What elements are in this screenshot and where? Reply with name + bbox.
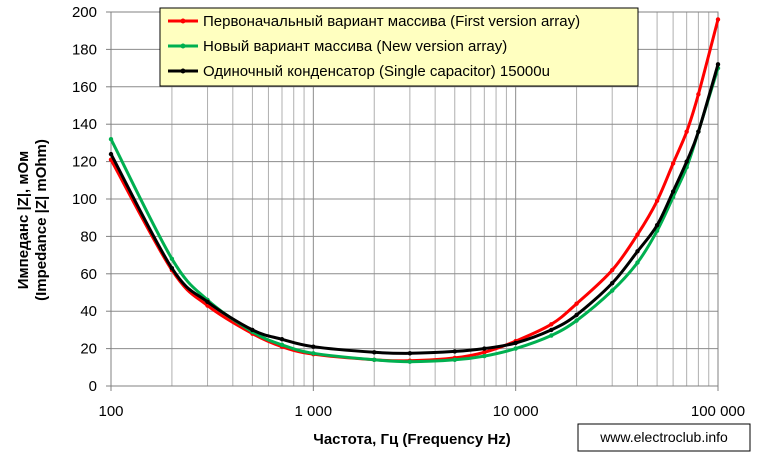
data-point: [715, 62, 721, 67]
series-layer: [108, 17, 721, 364]
y-tick-label: 140: [72, 116, 97, 133]
legend-item-2: Одиночный конденсатор (Single capacitor)…: [168, 63, 550, 80]
x-tick-label: 100 000: [691, 403, 745, 420]
data-point: [205, 299, 210, 305]
series-line: [109, 18, 720, 363]
legend-marker: [180, 43, 186, 49]
data-point: [372, 350, 377, 355]
y-tick-label: 80: [80, 228, 97, 245]
watermark-box: [577, 423, 751, 452]
y-tick-label: 0: [89, 378, 97, 395]
series-line: [109, 62, 720, 355]
data-point: [696, 92, 701, 97]
data-point: [407, 359, 413, 364]
data-point: [610, 267, 615, 273]
data-point: [574, 312, 579, 318]
data-point: [635, 249, 640, 254]
legend-item-0: Первоначальный вариант массива (First ve…: [168, 13, 580, 30]
data-point: [108, 151, 114, 157]
legend-box: [159, 7, 639, 87]
data-point: [311, 344, 316, 349]
data-point: [372, 357, 377, 363]
legend-marker: [180, 68, 186, 74]
data-point: [549, 322, 554, 327]
data-point: [670, 189, 676, 194]
y-tick-label: 120: [72, 154, 97, 171]
data-point: [610, 280, 615, 286]
data-point: [482, 346, 487, 351]
y-tick-label: 60: [80, 266, 97, 283]
y-tick-label: 160: [72, 79, 97, 96]
data-point: [452, 357, 457, 363]
data-point: [169, 256, 175, 262]
data-point: [482, 353, 487, 359]
legend-label: Одиночный конденсатор (Single capacitor)…: [203, 63, 550, 80]
data-point: [574, 318, 579, 323]
data-point: [549, 333, 554, 338]
legend: Первоначальный вариант массива (First ve…: [159, 7, 639, 87]
data-point: [610, 288, 615, 293]
data-point: [670, 161, 676, 166]
data-point: [654, 222, 660, 228]
legend-label: Первоначальный вариант массива (First ve…: [203, 13, 580, 30]
data-point: [279, 337, 285, 342]
x-axis-title: Частота, Гц (Frequency Hz): [313, 431, 510, 448]
legend-label: Новый вариант массива (New version array…: [203, 38, 507, 55]
data-point: [250, 327, 255, 333]
y-tick-label: 200: [72, 4, 97, 21]
y-axis-title-line2: (Impedance |Z| mOhm): [33, 139, 50, 301]
x-tick-label: 10 000: [493, 403, 539, 420]
data-point: [684, 129, 689, 134]
data-point: [311, 351, 316, 356]
data-point: [574, 301, 579, 306]
y-axis-title-line1: Импеданс |Z|, мОм: [15, 151, 32, 289]
data-point: [513, 346, 518, 351]
x-tick-label: 1 000: [295, 403, 333, 420]
series-2: [108, 62, 721, 356]
data-point: [169, 265, 175, 271]
data-point: [452, 349, 457, 354]
x-tick-label: 100: [98, 403, 123, 420]
data-point: [407, 351, 413, 356]
data-point: [108, 136, 114, 142]
data-point: [715, 17, 721, 22]
legend-marker: [180, 18, 186, 24]
data-point: [482, 350, 487, 355]
data-point: [549, 327, 554, 333]
data-point: [635, 260, 640, 265]
watermark-text: www.electroclub.info: [599, 429, 728, 445]
data-point: [696, 129, 701, 134]
data-point: [635, 232, 640, 237]
axis-layer: 0 20 40 60 80 100 120 140 160 180 200 100 1 000 10 00…: [72, 4, 745, 420]
y-axis-title: Импеданс |Z|, мОм (Impedance |Z| mOhm): [15, 139, 50, 301]
legend-item-1: Новый вариант массива (New version array…: [168, 38, 507, 55]
watermark: www.electroclub.info: [577, 423, 751, 452]
data-point: [684, 159, 689, 164]
y-tick-label: 180: [72, 41, 97, 58]
data-point: [513, 340, 518, 346]
y-tick-label: 100: [72, 191, 97, 208]
data-point: [279, 342, 285, 348]
y-tick-label: 40: [80, 303, 97, 320]
y-tick-label: 20: [80, 341, 97, 358]
data-point: [654, 198, 660, 204]
